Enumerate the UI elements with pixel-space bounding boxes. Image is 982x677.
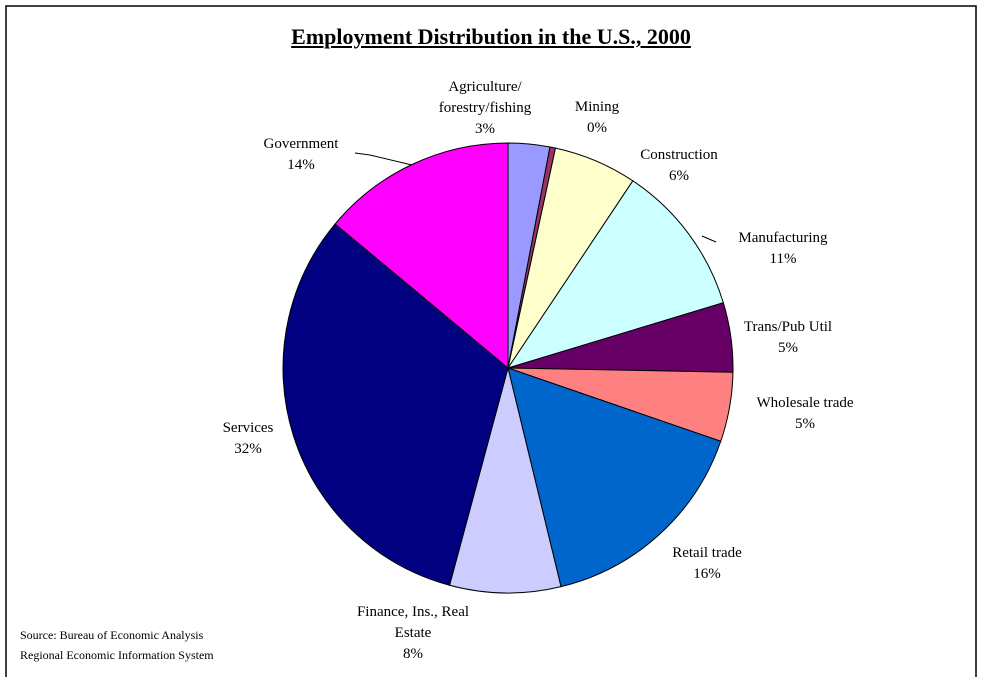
- pie-slice: [448, 367, 562, 594]
- slice-label: Agriculture/ forestry/fishing: [438, 79, 532, 116]
- source-note: Source: Bureau of Economic Analysis: [20, 628, 204, 642]
- source-note: Regional Economic Information System: [20, 648, 214, 662]
- slice-label: Mining: [574, 99, 620, 115]
- chart-title: Employment Distribution in the U.S., 200…: [291, 24, 691, 49]
- slice-label: Government: [263, 136, 339, 152]
- slice-value-label: 16%: [693, 566, 721, 582]
- leader-line: [354, 152, 413, 166]
- pie-slice: [507, 367, 722, 588]
- slice-label: Wholesale trade: [756, 395, 854, 411]
- slice-value-label: 5%: [778, 340, 798, 356]
- pie-slice: [282, 223, 509, 586]
- frame: [5, 5, 977, 677]
- pie-slice: [506, 180, 724, 369]
- slice-label: Manufacturing: [738, 230, 828, 246]
- pie-slice: [334, 142, 509, 370]
- slice-label: Services: [222, 420, 274, 436]
- slice-value-label: 11%: [769, 251, 797, 267]
- slice-label: Retail trade: [672, 545, 742, 561]
- slice-value-label: 0%: [587, 120, 607, 136]
- slice-value-label: 6%: [669, 168, 689, 184]
- slice-value-label: 32%: [234, 441, 262, 457]
- slice-label: Construction: [640, 147, 718, 163]
- slice-value-label: 14%: [287, 157, 315, 173]
- slice-value-label: 8%: [403, 646, 423, 662]
- leader-line: [701, 235, 717, 243]
- slice-value-label: 5%: [795, 416, 815, 432]
- slice-value-label: 3%: [475, 121, 495, 137]
- slice-label: Finance, Ins., Real Estate: [356, 604, 470, 641]
- slice-label: Trans/Pub Util: [743, 319, 833, 335]
